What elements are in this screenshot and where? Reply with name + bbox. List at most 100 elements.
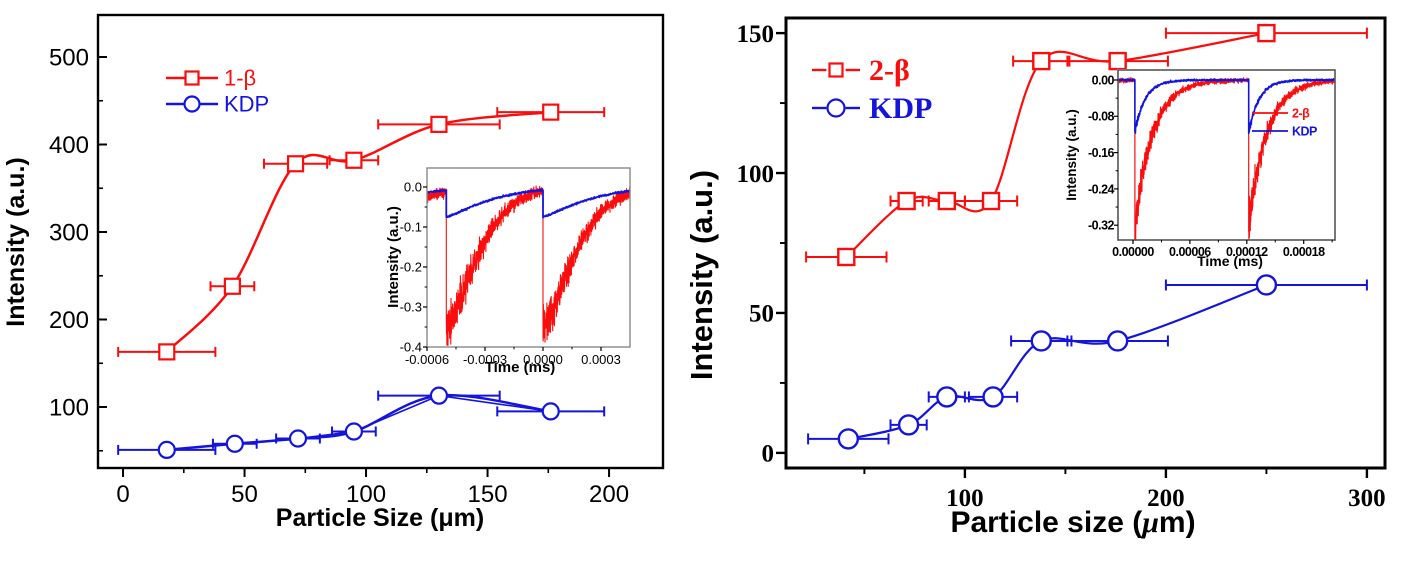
left-panel-inset-curves <box>427 185 630 346</box>
inset-x-tick-label: 0.00018 <box>1283 245 1325 259</box>
circle-marker <box>936 386 958 408</box>
right-panel-inset: 0.00000 0.00006 0.00012 0.00018 0.00 -0.08 -0.… <box>1064 69 1336 269</box>
square-marker <box>1108 51 1127 71</box>
inset-trace-KDP <box>1118 78 1335 135</box>
circle-marker <box>429 386 449 405</box>
left-panel-series-1-β <box>117 103 606 361</box>
square-marker <box>286 155 305 173</box>
square-marker <box>937 191 957 211</box>
right-panel-legend: 2-β KDP <box>812 54 932 125</box>
x-tick-label: 200 <box>1147 485 1185 512</box>
y-tick-label: 100 <box>737 161 775 188</box>
x-axis-title: Particle size (μm) <box>950 506 1195 539</box>
square-marker <box>981 191 1001 211</box>
inset-y-tick-label: 0.0 <box>404 180 422 195</box>
square-marker <box>158 343 176 361</box>
x-axis-title: Particle Size (μm) <box>276 504 484 532</box>
x-tick-label: 0 <box>116 481 129 508</box>
inset-y-tick-label: -0.24 <box>1088 182 1115 196</box>
y-axis-title: Intensity (a.u.) <box>2 157 30 326</box>
right-panel: 100 200 300 0 50 100 150 Particle size (μm) Inte… <box>684 16 1387 539</box>
inset-legend-label: 2-β <box>1292 106 1310 120</box>
right-panel-series-KDP <box>807 274 1368 450</box>
legend-label: 1-β <box>224 65 256 90</box>
left-panel-y-axis: 100 200 300 400 500 <box>49 44 107 452</box>
inset-y-tick-label: -0.32 <box>1088 219 1115 233</box>
y-axis-title: Intensity (a.u.) <box>684 170 719 380</box>
y-tick-label: 0 <box>762 441 775 468</box>
square-marker <box>897 191 916 211</box>
x-tick-label: 200 <box>589 481 629 508</box>
legend-label: KDP <box>869 92 932 125</box>
left-panel-series-KDP <box>117 386 606 459</box>
inset-x-tick-label: 0.00012 <box>1226 245 1268 259</box>
inset-trace-KDP <box>427 188 630 219</box>
inset-x-axis-title: Time (ms) <box>485 359 556 376</box>
square-marker <box>345 151 363 169</box>
circle-marker <box>225 434 244 453</box>
circle-marker <box>541 402 560 421</box>
legend-label: 2-β <box>869 54 910 87</box>
circle-marker <box>837 428 860 450</box>
legend-circle-marker <box>826 98 846 118</box>
left-panel-inset-frame <box>426 167 631 348</box>
y-tick-label: 400 <box>49 132 89 159</box>
circle-marker <box>897 414 920 436</box>
circle-marker <box>982 386 1004 408</box>
inset-x-tick-label: 0.0003 <box>581 352 621 367</box>
x-tick-label: 100 <box>346 481 386 508</box>
inset-x-tick-label: -0.0006 <box>405 352 449 367</box>
inset-y-tick-label: 0.00 <box>1092 73 1115 87</box>
right-panel-inset-legend: 2-β KDP <box>1252 106 1318 138</box>
square-marker <box>837 247 856 267</box>
y-tick-label: 150 <box>737 21 775 48</box>
circle-marker <box>157 440 176 459</box>
y-tick-label: 200 <box>49 307 89 334</box>
inset-x-tick-label: -0.0003 <box>463 352 507 367</box>
legend-label: KDP <box>224 91 269 116</box>
circle-marker <box>1255 274 1278 296</box>
inset-x-tick-label: 0.00006 <box>1169 245 1211 259</box>
left-panel-x-axis: 0 50 100 150 200 <box>116 468 629 508</box>
x-tick-label: 300 <box>1348 485 1386 512</box>
square-marker <box>1257 23 1276 43</box>
square-marker <box>542 103 560 121</box>
inset-y-tick-label: -0.16 <box>1088 146 1115 160</box>
x-tick-label: 50 <box>231 481 258 508</box>
inset-x-axis-title: Time (ms) <box>1197 253 1263 269</box>
circle-marker <box>1106 330 1129 352</box>
inset-trace-2-β <box>1118 77 1335 240</box>
y-tick-label: 500 <box>49 44 89 71</box>
inset-y-axis-title: Intensity (a.u.) <box>385 206 402 308</box>
inset-y-tick-label: -0.4 <box>400 340 422 355</box>
left-panel-frame <box>96 13 665 470</box>
left-panel: 0 50 100 150 200 100 200 300 400 500 Particle Size… <box>2 13 665 532</box>
legend-square-marker <box>828 62 844 78</box>
inset-y-tick-label: -0.1 <box>400 220 422 235</box>
legend-square-marker <box>184 70 200 86</box>
right-panel-x-axis: 100 200 300 <box>863 468 1386 512</box>
square-marker <box>1032 51 1051 71</box>
inset-x-tick-label: 0.00000 <box>1112 245 1154 259</box>
inset-y-axis-title: Intensity (a.u.) <box>1064 109 1079 201</box>
inset-legend-label: KDP <box>1292 124 1317 138</box>
left-panel-inset: -0.0006 -0.0003 0.0000 0.0003 0.0 -0.1 -0.2 -0.… <box>385 167 631 376</box>
x-tick-label: 150 <box>468 481 508 508</box>
right-panel-y-axis: 0 50 100 150 <box>737 21 786 468</box>
square-marker <box>223 277 241 295</box>
inset-y-tick-label: -0.08 <box>1088 110 1115 124</box>
x-tick-label: 100 <box>946 485 984 512</box>
circle-marker <box>344 422 363 441</box>
y-tick-label: 300 <box>49 219 89 246</box>
circle-marker <box>288 429 308 448</box>
right-panel-inset-curves <box>1118 77 1335 240</box>
inset-y-tick-label: -0.3 <box>400 300 422 315</box>
legend-circle-marker <box>183 95 201 113</box>
square-marker <box>430 115 448 133</box>
inset-x-tick-label: 0.0000 <box>523 352 563 367</box>
y-tick-label: 50 <box>749 301 774 328</box>
y-tick-label: 100 <box>49 394 89 421</box>
